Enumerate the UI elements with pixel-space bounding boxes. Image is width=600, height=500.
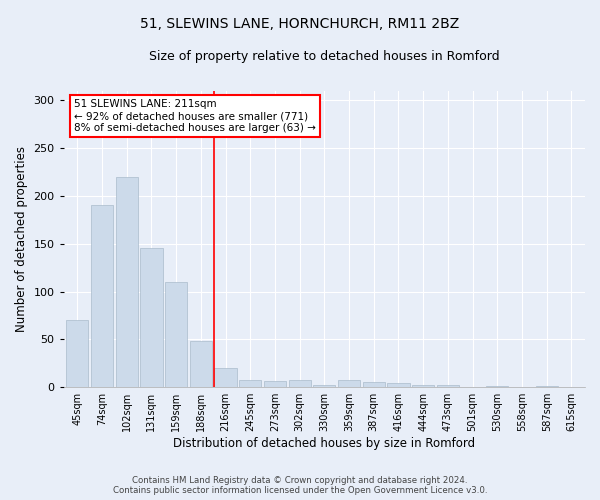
Text: 51, SLEWINS LANE, HORNCHURCH, RM11 2BZ: 51, SLEWINS LANE, HORNCHURCH, RM11 2BZ [140, 18, 460, 32]
Bar [91, 206, 113, 387]
Bar [536, 386, 558, 387]
Bar [412, 386, 434, 387]
Bar [66, 320, 88, 387]
Text: Contains HM Land Registry data © Crown copyright and database right 2024.
Contai: Contains HM Land Registry data © Crown c… [113, 476, 487, 495]
Bar [190, 342, 212, 387]
Y-axis label: Number of detached properties: Number of detached properties [15, 146, 28, 332]
Bar [362, 382, 385, 387]
Bar [289, 380, 311, 387]
Title: Size of property relative to detached houses in Romford: Size of property relative to detached ho… [149, 50, 500, 63]
X-axis label: Distribution of detached houses by size in Romford: Distribution of detached houses by size … [173, 437, 475, 450]
Text: 51 SLEWINS LANE: 211sqm
← 92% of detached houses are smaller (771)
8% of semi-de: 51 SLEWINS LANE: 211sqm ← 92% of detache… [74, 100, 316, 132]
Bar [264, 380, 286, 387]
Bar [214, 368, 236, 387]
Bar [165, 282, 187, 387]
Bar [313, 386, 335, 387]
Bar [338, 380, 360, 387]
Bar [140, 248, 163, 387]
Bar [239, 380, 262, 387]
Bar [116, 176, 138, 387]
Bar [486, 386, 508, 387]
Bar [388, 384, 410, 387]
Bar [437, 386, 459, 387]
